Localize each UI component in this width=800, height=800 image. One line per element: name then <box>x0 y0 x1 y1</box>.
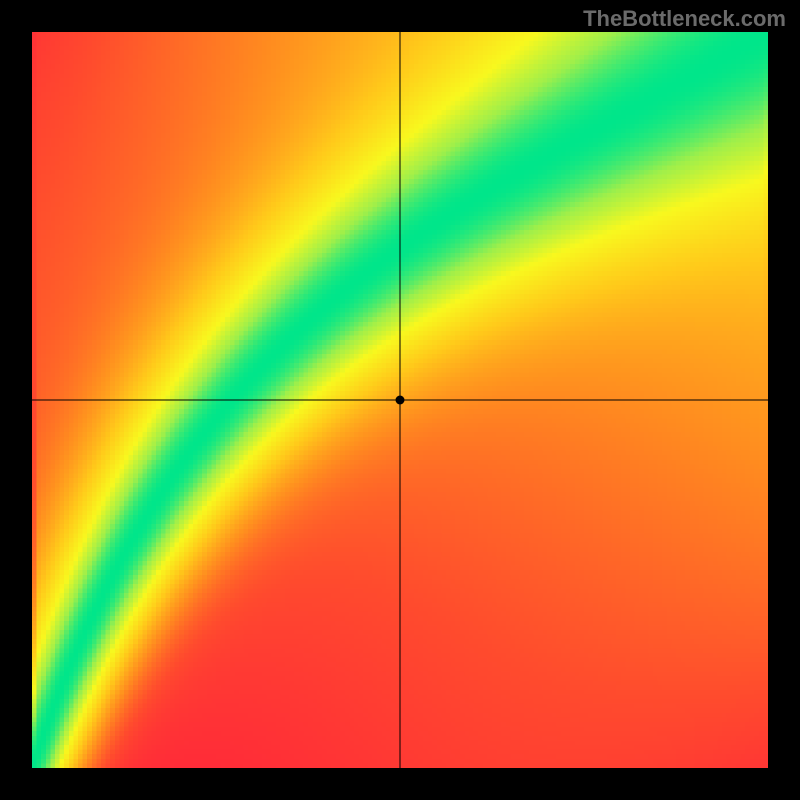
bottleneck-heatmap <box>32 32 768 768</box>
chart-container: TheBottleneck.com <box>0 0 800 800</box>
source-watermark: TheBottleneck.com <box>583 6 786 32</box>
